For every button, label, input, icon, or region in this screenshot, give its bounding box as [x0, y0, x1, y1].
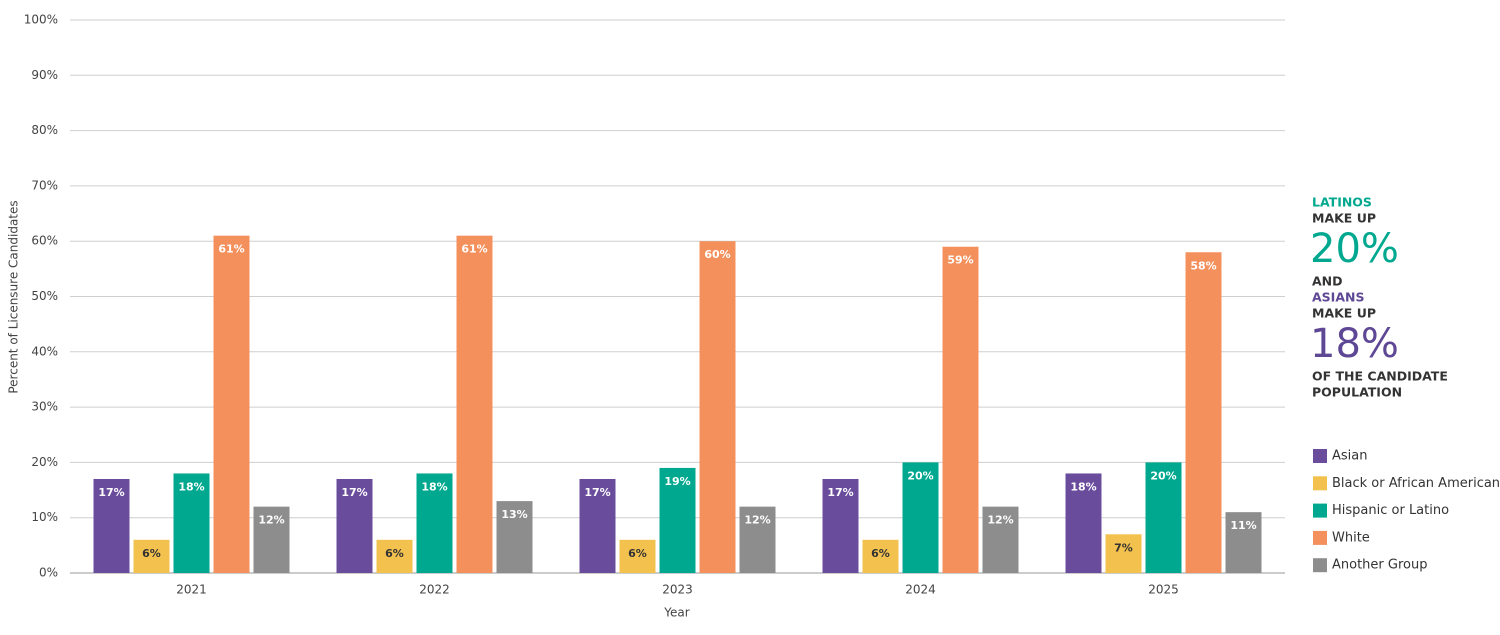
y-tick-label: 30% — [31, 400, 58, 414]
data-label: 6% — [628, 547, 647, 560]
legend-label: Black or African American — [1332, 476, 1500, 491]
bar — [336, 478, 373, 573]
bar — [579, 478, 616, 573]
data-label: 6% — [871, 547, 890, 560]
bar — [982, 506, 1019, 573]
annotation-text: AND — [1312, 274, 1343, 289]
bar — [416, 473, 453, 573]
y-tick-label: 50% — [31, 289, 58, 303]
data-label: 17% — [341, 486, 367, 499]
y-tick-label: 70% — [31, 178, 58, 192]
legend-label: Asian — [1332, 449, 1367, 464]
y-tick-label: 100% — [24, 13, 58, 27]
bar — [862, 539, 899, 573]
y-tick-label: 40% — [31, 344, 58, 358]
bar — [456, 235, 493, 574]
y-tick-label: 80% — [31, 123, 58, 137]
annotation-number: 20% — [1310, 226, 1399, 272]
data-label: 60% — [704, 248, 730, 261]
x-tick-label: 2024 — [905, 583, 936, 597]
data-label: 12% — [987, 514, 1013, 527]
annotation-text: MAKE UP — [1312, 306, 1376, 321]
data-label: 18% — [178, 480, 204, 493]
annotation-text: MAKE UP — [1312, 211, 1376, 226]
data-label: 19% — [664, 475, 690, 488]
bar — [699, 241, 736, 573]
legend-swatch — [1313, 449, 1327, 463]
data-label: 6% — [142, 547, 161, 560]
legend-swatch — [1313, 530, 1327, 545]
bar — [133, 539, 170, 573]
annotation-text: POPULATION — [1312, 385, 1402, 400]
bar — [93, 478, 130, 573]
data-label: 20% — [907, 469, 933, 482]
y-tick-label: 10% — [31, 510, 58, 524]
data-label: 13% — [501, 508, 527, 521]
bar — [1065, 473, 1102, 573]
bar — [253, 506, 290, 573]
bar — [376, 539, 413, 573]
legend-swatch — [1313, 476, 1327, 491]
bar — [1185, 252, 1222, 573]
data-label: 17% — [98, 486, 124, 499]
bar — [173, 473, 210, 573]
data-label: 61% — [461, 243, 487, 256]
data-label: 17% — [584, 486, 610, 499]
data-label: 18% — [1070, 480, 1096, 493]
data-label: 59% — [947, 254, 973, 267]
bar — [659, 467, 696, 573]
data-label: 6% — [385, 547, 404, 560]
y-tick-label: 90% — [31, 68, 58, 82]
annotation-text: LATINOS — [1312, 195, 1372, 210]
bar — [213, 235, 250, 574]
bar — [942, 246, 979, 574]
annotation-number: 18% — [1310, 321, 1399, 367]
legend-swatch — [1313, 558, 1327, 573]
annotation: LATINOS MAKE UP 20% AND ASIANS MAKE UP 1… — [1310, 195, 1448, 400]
y-tick-label: 0% — [39, 566, 58, 580]
data-label: 7% — [1114, 541, 1133, 554]
data-label: 12% — [744, 514, 770, 527]
data-label: 12% — [258, 514, 284, 527]
bar — [1225, 512, 1262, 573]
bar — [619, 539, 656, 573]
data-label: 58% — [1190, 259, 1216, 272]
bar — [902, 462, 939, 573]
bar — [822, 478, 859, 573]
x-tick-label: 2025 — [1148, 583, 1179, 597]
y-tick-label: 20% — [31, 455, 58, 469]
annotation-text: ASIANS — [1312, 290, 1364, 305]
data-label: 20% — [1150, 469, 1176, 482]
bar — [739, 506, 776, 573]
x-axis-label: Year — [663, 606, 689, 620]
bar — [496, 501, 533, 573]
annotation-text: OF THE CANDIDATE — [1312, 369, 1448, 384]
x-tick-label: 2022 — [419, 583, 450, 597]
data-label: 11% — [1230, 519, 1256, 532]
legend-label: Another Group — [1332, 558, 1427, 573]
legend-label: White — [1332, 530, 1370, 545]
y-axis-label: Percent of Licensure Candidates — [7, 200, 21, 393]
y-tick-label: 60% — [31, 234, 58, 248]
bar — [1145, 462, 1182, 573]
data-label: 18% — [421, 480, 447, 493]
x-tick-label: 2023 — [662, 583, 693, 597]
data-label: 17% — [827, 486, 853, 499]
data-label: 61% — [218, 243, 244, 256]
x-tick-label: 2021 — [176, 583, 207, 597]
legend-label: Hispanic or Latino — [1332, 503, 1449, 518]
bar — [1105, 534, 1142, 573]
legend-swatch — [1313, 503, 1327, 518]
